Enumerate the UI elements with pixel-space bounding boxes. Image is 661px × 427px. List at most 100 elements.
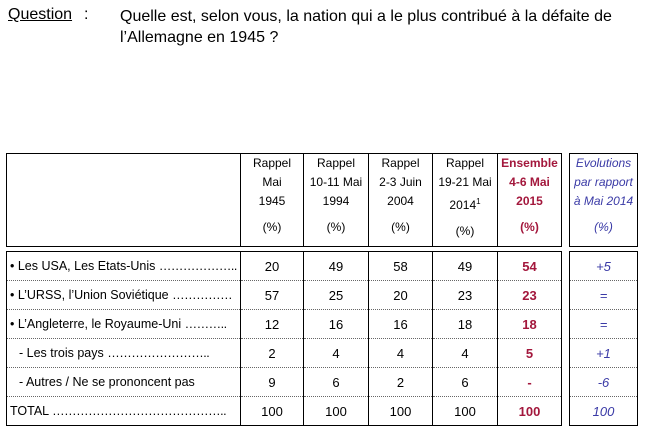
value-cell: 16	[368, 309, 433, 339]
column-header-line: Rappel	[252, 156, 292, 170]
row-label: • Les USA, Les Etats-Unis	[10, 259, 156, 273]
value-cell: 23	[432, 280, 498, 310]
value-cell: 58	[368, 251, 433, 281]
evolution-header-line: à Mai 2014	[573, 194, 634, 208]
value-cell: 57	[240, 280, 304, 310]
column-header-line: Rappel	[381, 156, 420, 170]
question-text-line-1: Quelle est, selon vous, la nation qui a …	[120, 8, 612, 25]
row-label-cell: • L’URSS, l’Union Soviétique ……………	[6, 280, 241, 310]
table-row: • Les USA, Les Etats-Unis ……………….. 20 49…	[6, 251, 638, 281]
row-leader-dots: ……………………..	[107, 346, 210, 360]
table-row: • L’Angleterre, le Royaume-Uni ……….. 12 …	[6, 309, 638, 339]
value-cell-current: 5	[497, 338, 562, 368]
header-row: Rappel Mai 1945 (%) Rappel 10-11 Mai 199…	[6, 153, 638, 247]
column-header: Rappel 19-21 Mai 20141 (%)	[432, 153, 498, 247]
column-header-line: Rappel	[445, 156, 485, 170]
column-header-line: 20141	[433, 192, 497, 215]
value-cell: 2	[368, 367, 433, 397]
results-table: Rappel Mai 1945 (%) Rappel 10-11 Mai 199…	[6, 153, 638, 426]
column-header-unit: (%)	[455, 224, 475, 238]
value-cell: 100	[432, 396, 498, 426]
value-cell-current: 100	[497, 396, 562, 426]
column-header-line: 10-11 Mai	[309, 175, 363, 189]
column-header-unit: (%)	[326, 220, 346, 234]
column-header-line: 2-3 Juin	[379, 175, 422, 189]
value-cell: 4	[432, 338, 498, 368]
column-gap	[562, 154, 570, 247]
question-label: Question	[8, 6, 73, 23]
value-cell: 49	[303, 251, 369, 281]
value-cell: 4	[303, 338, 369, 368]
row-label: - Autres / Ne se prononcent pas	[19, 375, 195, 389]
column-header-line: 2004	[387, 194, 414, 208]
evolution-header-unit: (%)	[594, 220, 613, 234]
evolution-cell: =	[569, 309, 638, 339]
value-cell: 25	[303, 280, 369, 310]
value-cell-current: -	[497, 367, 562, 397]
column-header-line: Mai	[262, 175, 282, 189]
column-header-line: 19-21 Mai	[438, 175, 492, 189]
value-cell: 49	[432, 251, 498, 281]
row-label: TOTAL	[10, 404, 49, 418]
footnote-marker: 1	[476, 197, 481, 206]
column-header-line: 4-6 Mai	[509, 175, 550, 189]
value-cell-current: 18	[497, 309, 562, 339]
value-cell: 100	[240, 396, 304, 426]
value-cell: 20	[240, 251, 304, 281]
value-cell: 6	[432, 367, 498, 397]
table-row: - Autres / Ne se prononcent pas 9 6 2 6 …	[6, 367, 638, 397]
evolution-header-line: Evolutions	[575, 156, 632, 170]
question-text: Quelle est, selon vous, la nation qui a …	[120, 6, 650, 48]
evolution-cell: +1	[569, 338, 638, 368]
row-label-cell: • L’Angleterre, le Royaume-Uni ………..	[6, 309, 241, 339]
column-header: Rappel Mai 1945 (%)	[240, 153, 304, 247]
question-text-line-2: l’Allemagne en 1945 ?	[120, 29, 279, 46]
value-cell: 12	[240, 309, 304, 339]
row-leader-dots: ……………………………………..	[52, 404, 227, 418]
row-label: • L’Angleterre, le Royaume-Uni	[10, 317, 182, 331]
evolution-cell: -6	[569, 367, 638, 397]
evolution-cell: +5	[569, 251, 638, 281]
column-header-current: Ensemble 4-6 Mai 2015 (%)	[497, 153, 562, 247]
evolution-cell: =	[569, 280, 638, 310]
value-cell-current: 54	[497, 251, 562, 281]
header-blank-cell	[6, 153, 241, 247]
row-label-cell: • Les USA, Les Etats-Unis ………………..	[6, 251, 241, 281]
question-colon: :	[84, 6, 89, 23]
table-row: - Les trois pays …………………….. 2 4 4 4 5 +1	[6, 338, 638, 368]
value-cell: 16	[303, 309, 369, 339]
row-label: - Les trois pays	[19, 346, 104, 360]
value-cell: 20	[368, 280, 433, 310]
value-cell: 4	[368, 338, 433, 368]
value-cell-current: 23	[497, 280, 562, 310]
value-cell: 18	[432, 309, 498, 339]
row-leader-dots: ………..	[184, 317, 227, 331]
column-header-line: Rappel	[316, 156, 356, 170]
row-label-cell: - Autres / Ne se prononcent pas	[6, 367, 241, 397]
table-row: • L’URSS, l’Union Soviétique …………… 57 25…	[6, 280, 638, 310]
value-cell: 2	[240, 338, 304, 368]
row-label-cell: TOTAL ……………………………………..	[6, 396, 241, 426]
column-header-line: 2015	[516, 194, 543, 208]
value-cell: 100	[303, 396, 369, 426]
row-leader-dots: ……………	[172, 288, 233, 302]
row-leader-dots: ………………..	[158, 259, 237, 273]
row-label-cell: - Les trois pays ……………………..	[6, 338, 241, 368]
column-header-year: 2014	[449, 198, 477, 212]
column-header-unit: (%)	[520, 220, 539, 234]
value-cell: 100	[368, 396, 433, 426]
evolution-header: Evolutions par rapport à Mai 2014 (%)	[569, 153, 638, 247]
column-header: Rappel 2-3 Juin 2004 (%)	[368, 153, 433, 247]
row-label: • L’URSS, l’Union Soviétique	[10, 288, 169, 302]
evolution-header-line: par rapport	[574, 175, 633, 189]
column-header-line: 1945	[258, 194, 286, 208]
column-header-line: 1994	[322, 194, 350, 208]
column-header-unit: (%)	[262, 220, 282, 234]
column-header: Rappel 10-11 Mai 1994 (%)	[303, 153, 369, 247]
evolution-cell: 100	[569, 396, 638, 426]
table-row-total: TOTAL …………………………………….. 100 100 100 100 1…	[6, 396, 638, 426]
value-cell: 9	[240, 367, 304, 397]
value-cell: 6	[303, 367, 369, 397]
column-header-unit: (%)	[391, 220, 410, 234]
column-header-line: Ensemble	[501, 156, 558, 170]
